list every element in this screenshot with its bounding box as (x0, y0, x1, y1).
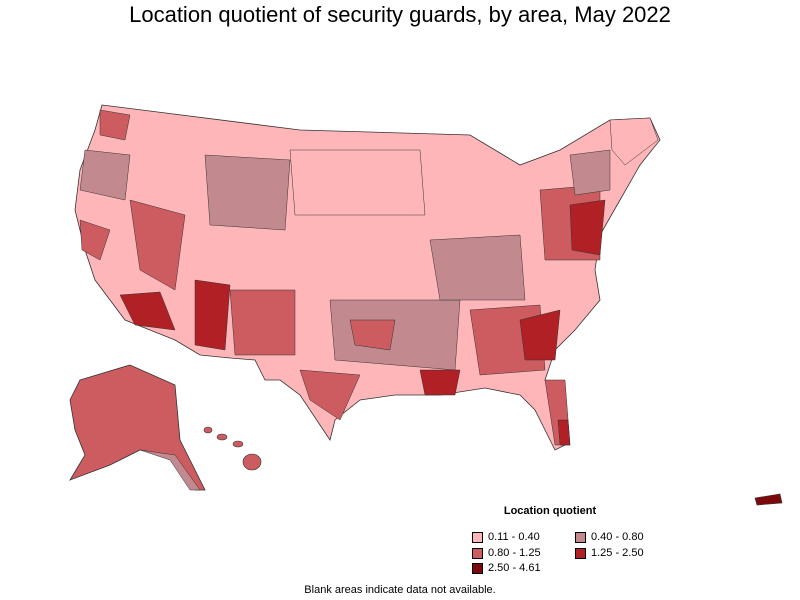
legend-item-3: 1.25 - 2.50 (575, 547, 644, 559)
hawaii (203, 426, 262, 471)
legend-swatch-3 (575, 547, 586, 559)
legend-label-1: 0.40 - 0.80 (591, 531, 644, 543)
map-title: Location quotient of security guards, by… (129, 2, 671, 27)
legend-item-1: 0.40 - 0.80 (575, 531, 644, 543)
legend-label-2: 0.80 - 1.25 (488, 547, 541, 559)
legend-label-4: 2.50 - 4.61 (488, 562, 541, 574)
legend-label-3: 1.25 - 2.50 (591, 547, 644, 559)
legend-label-0: 0.11 - 0.40 (488, 531, 540, 543)
legend-swatch-1 (575, 531, 586, 543)
legend-item-2: 0.80 - 1.25 (472, 547, 541, 559)
legend-swatch-0 (472, 531, 483, 543)
legend-item-0: 0.11 - 0.40 (472, 531, 540, 543)
legend-swatch-4 (472, 562, 483, 574)
puerto-rico (754, 493, 783, 506)
legend-title: Location quotient (503, 505, 597, 517)
legend-item-4: 2.50 - 4.61 (472, 562, 541, 574)
legend-swatch-2 (472, 547, 483, 559)
footnote: Blank areas indicate data not available. (304, 584, 496, 596)
